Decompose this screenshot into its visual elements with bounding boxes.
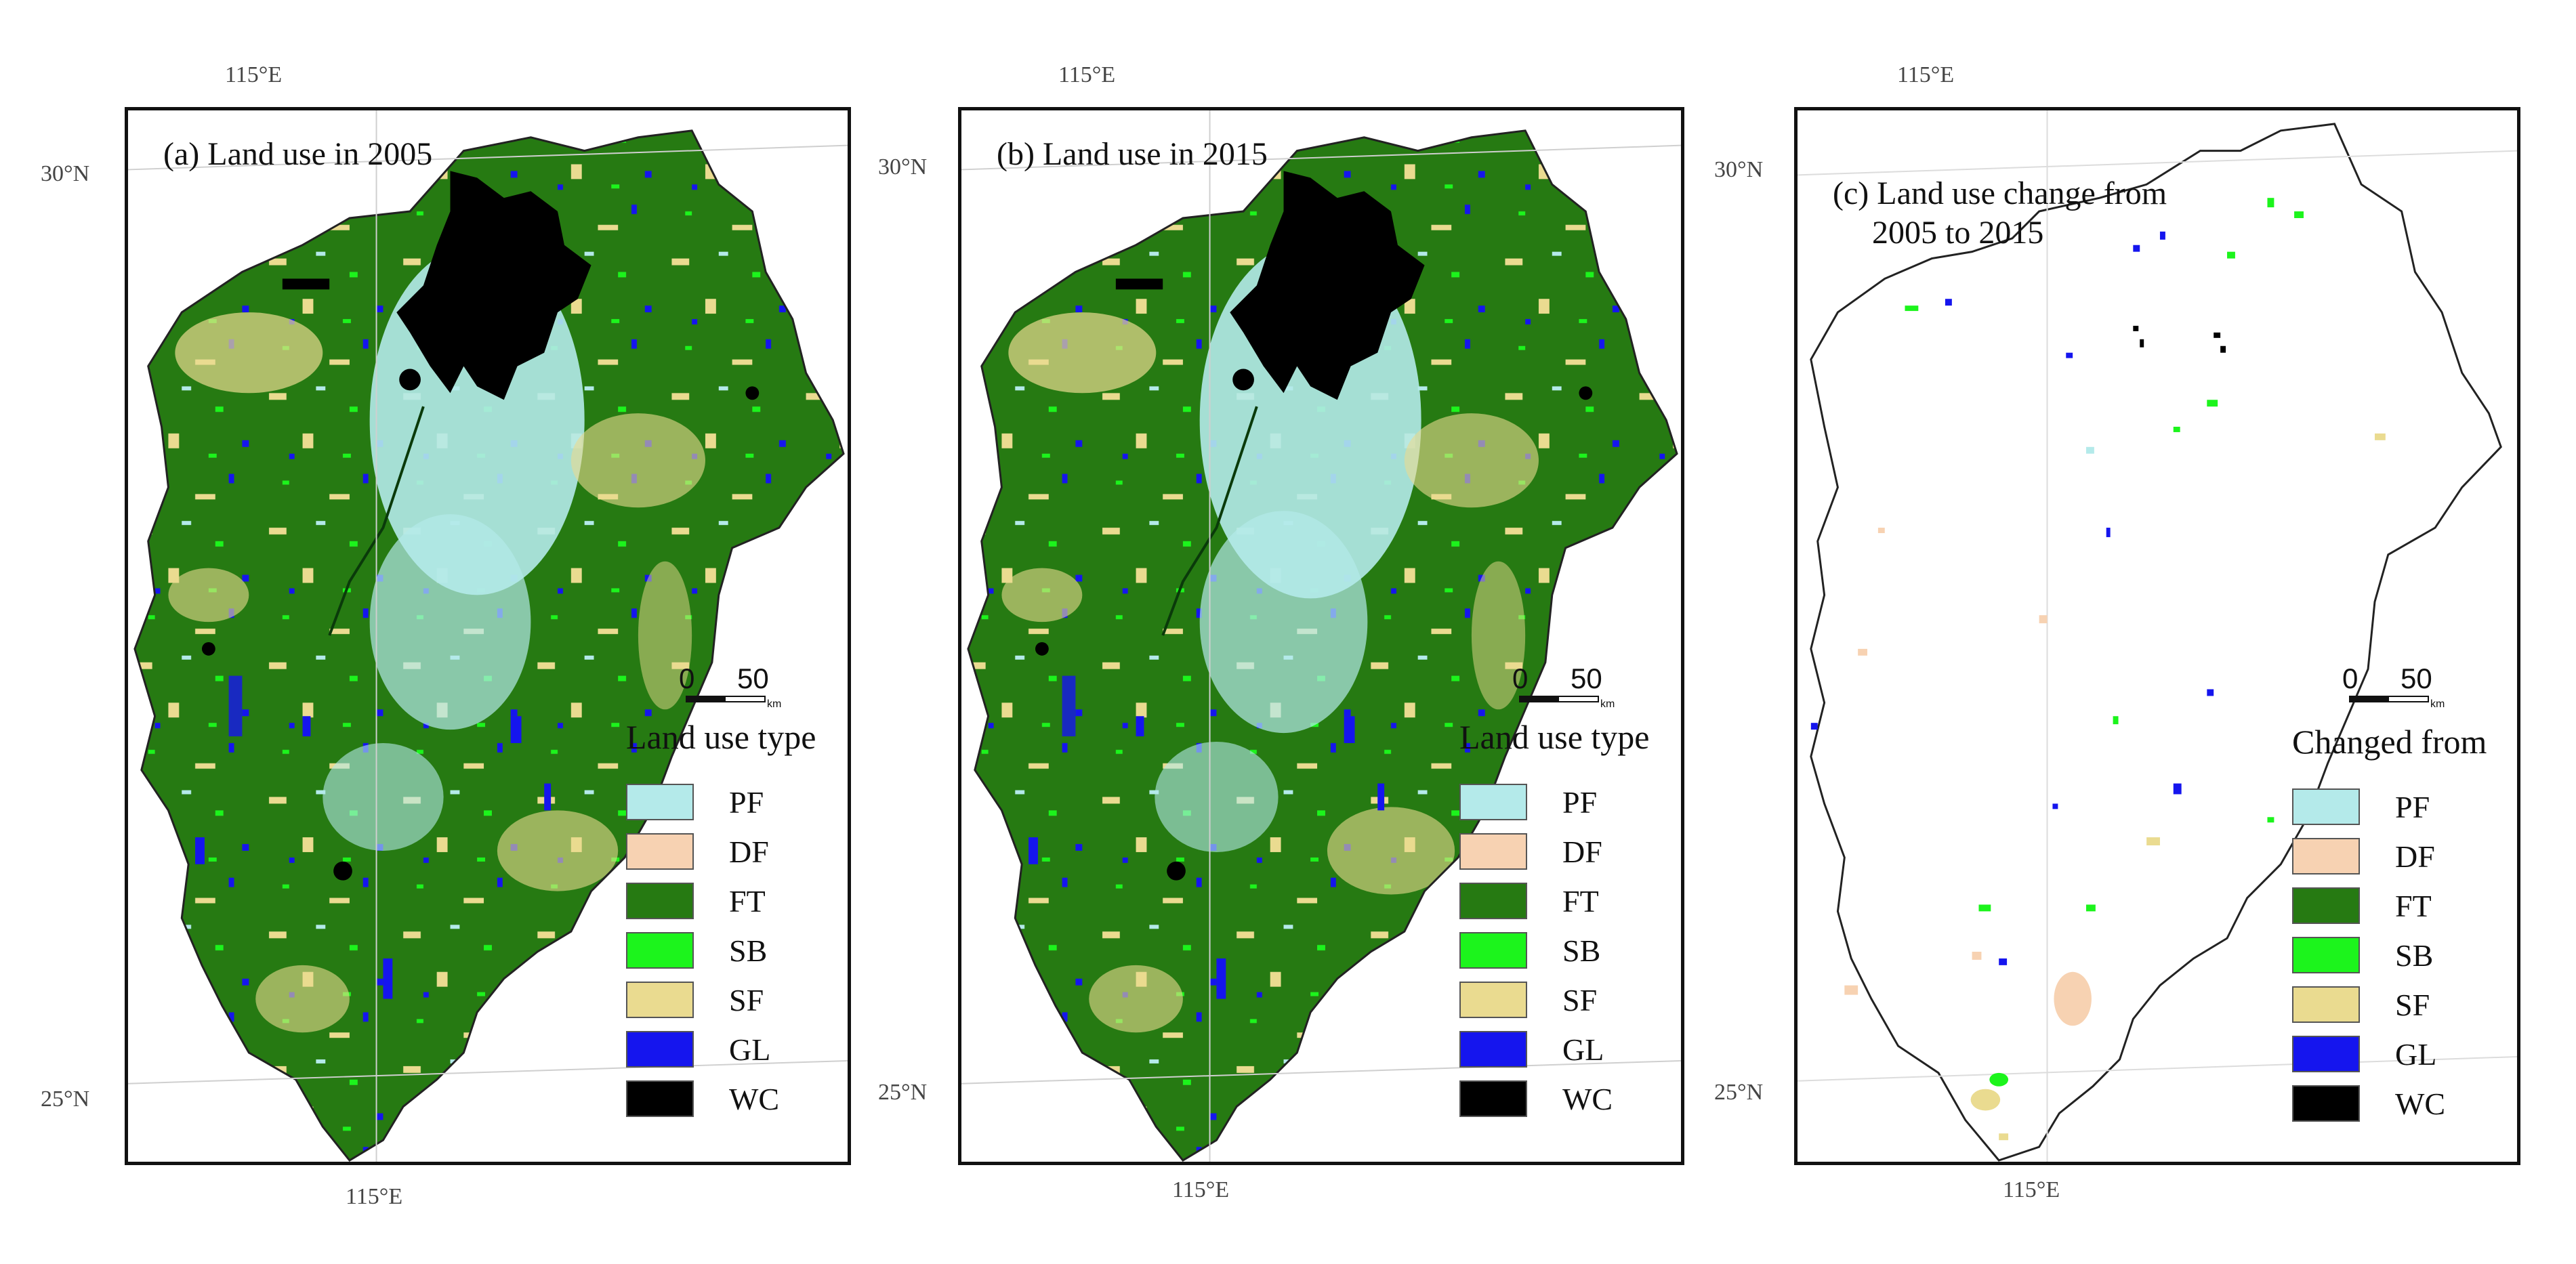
coord-lon-top-a: 115°E xyxy=(225,62,283,87)
panel-title-c-line1: (c) Land use change from xyxy=(1833,175,2167,211)
change-patch-df xyxy=(2054,971,2092,1026)
scale-bar-a: 0 50 km xyxy=(679,662,781,711)
legend-label-df: DF xyxy=(2395,839,2435,874)
scale-bar-b: 0 50 km xyxy=(1512,662,1615,711)
legend-swatch-df xyxy=(1459,833,1527,870)
scale-fifty-label: 50 xyxy=(2401,662,2432,694)
legend-swatch-gl xyxy=(2292,1036,2360,1072)
legend-title-b: Land use type xyxy=(1459,718,1650,756)
map-panel-a: (a) Land use in 2005 0 50 km Land use ty… xyxy=(125,107,851,1165)
legend-swatch-gl xyxy=(1459,1031,1527,1068)
legend-swatch-wc xyxy=(2292,1085,2360,1122)
legend-b: Land use type PF DF FT SB SF GL WC xyxy=(1459,717,1681,1124)
scale-bar-graphic xyxy=(1519,696,1599,702)
legend-swatch-df xyxy=(626,833,694,870)
scale-bar-c: 0 50 km xyxy=(2342,662,2445,711)
legend-swatch-sf xyxy=(626,982,694,1018)
panel-title-b: (b) Land use in 2015 xyxy=(997,136,1268,172)
legend-label-sb: SB xyxy=(1562,933,1601,968)
legend-a: Land use type PF DF FT SB SF GL WC xyxy=(626,717,848,1124)
coord-lon-bottom-c: 115°E xyxy=(2003,1177,2060,1202)
legend-swatch-wc xyxy=(1459,1080,1527,1117)
coord-lat-upper-b: 30°N xyxy=(878,154,928,180)
scale-zero-label: 0 xyxy=(1512,662,1529,694)
coord-lat-upper-c: 30°N xyxy=(1714,157,1764,182)
coord-lon-bottom-a: 115°E xyxy=(346,1184,403,1209)
scale-zero-label: 0 xyxy=(2342,662,2359,694)
coord-lat-lower-c: 25°N xyxy=(1714,1080,1764,1105)
land-use-map-2015 xyxy=(961,110,1681,1162)
scale-unit-label: km xyxy=(2430,698,2445,710)
legend-label-df: DF xyxy=(729,835,769,869)
scale-bar-graphic xyxy=(686,696,766,702)
change-patch-sb xyxy=(1989,1072,2009,1087)
land-use-map-2005 xyxy=(128,110,848,1162)
legend-label-df: DF xyxy=(1562,835,1602,869)
scale-unit-label: km xyxy=(1600,698,1615,710)
panel-title-c: (c) Land use change from 2005 to 2015 xyxy=(1833,135,2167,292)
legend-label-ft: FT xyxy=(2395,889,2432,923)
legend-swatch-sb xyxy=(626,932,694,969)
land-use-change-map xyxy=(1798,110,2517,1162)
legend-swatch-sf xyxy=(2292,986,2360,1023)
scale-zero-label: 0 xyxy=(679,662,695,694)
legend-swatch-pf xyxy=(1459,784,1527,820)
legend-swatch-sb xyxy=(1459,932,1527,969)
coord-lon-bottom-b: 115°E xyxy=(1172,1177,1230,1202)
legend-label-pf: PF xyxy=(1562,785,1598,820)
legend-swatch-df xyxy=(2292,838,2360,875)
scale-fifty-label: 50 xyxy=(737,662,769,694)
legend-swatch-pf xyxy=(2292,788,2360,825)
scale-bar-graphic xyxy=(2349,696,2429,702)
legend-label-sf: SF xyxy=(2395,988,2430,1022)
legend-label-pf: PF xyxy=(729,785,764,820)
legend-swatch-wc xyxy=(626,1080,694,1117)
legend-label-gl: GL xyxy=(2395,1037,2437,1072)
legend-label-gl: GL xyxy=(729,1032,771,1067)
legend-label-sb: SB xyxy=(729,933,768,968)
scale-unit-label: km xyxy=(767,698,782,710)
legend-swatch-ft xyxy=(2292,887,2360,924)
map-panel-b: (b) Land use in 2015 0 50 km Land use ty… xyxy=(958,107,1684,1165)
legend-label-sf: SF xyxy=(729,983,764,1017)
legend-swatch-pf xyxy=(626,784,694,820)
coord-lat-lower-b: 25°N xyxy=(878,1080,928,1105)
legend-label-sf: SF xyxy=(1562,983,1598,1017)
legend-swatch-sf xyxy=(1459,982,1527,1018)
legend-title-c: Changed from xyxy=(2292,723,2487,761)
legend-label-wc: WC xyxy=(2395,1087,2446,1121)
coord-lon-top-c: 115°E xyxy=(1897,62,1955,87)
legend-label-ft: FT xyxy=(729,884,766,919)
legend-label-pf: PF xyxy=(2395,790,2430,824)
legend-swatch-gl xyxy=(626,1031,694,1068)
coord-lon-top-b: 115°E xyxy=(1058,62,1116,87)
legend-label-sb: SB xyxy=(2395,938,2434,973)
panel-title-c-line2: 2005 to 2015 xyxy=(1872,215,2044,251)
panel-title-a: (a) Land use in 2005 xyxy=(163,136,433,172)
change-speckles xyxy=(1810,198,2386,1141)
legend-swatch-ft xyxy=(1459,883,1527,919)
legend-c: Changed from PF DF FT SB SF GL WC xyxy=(2292,722,2517,1129)
legend-label-wc: WC xyxy=(1562,1082,1613,1116)
legend-swatch-ft xyxy=(626,883,694,919)
change-patch-sf xyxy=(1970,1089,2001,1111)
scale-fifty-label: 50 xyxy=(1571,662,1602,694)
legend-title-a: Land use type xyxy=(626,718,816,756)
legend-label-wc: WC xyxy=(729,1082,780,1116)
legend-swatch-sb xyxy=(2292,937,2360,973)
coord-lat-upper-a: 30°N xyxy=(41,161,90,186)
map-panel-c: (c) Land use change from 2005 to 2015 0 … xyxy=(1794,107,2520,1165)
legend-label-gl: GL xyxy=(1562,1032,1604,1067)
legend-label-ft: FT xyxy=(1562,884,1599,919)
coord-lat-lower-a: 25°N xyxy=(41,1087,90,1112)
